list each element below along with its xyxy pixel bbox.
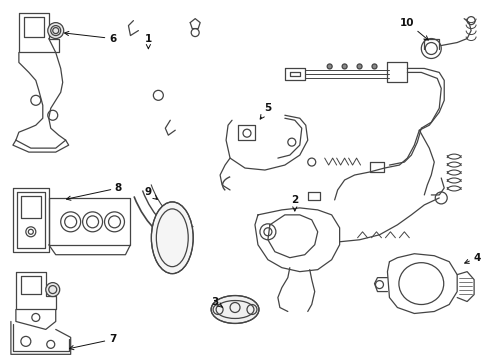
Ellipse shape xyxy=(211,296,259,323)
Text: 9: 9 xyxy=(145,187,157,199)
Circle shape xyxy=(48,23,64,39)
Text: 10: 10 xyxy=(400,18,428,40)
Text: 1: 1 xyxy=(145,33,152,49)
Circle shape xyxy=(357,64,362,69)
Text: 3: 3 xyxy=(212,297,222,307)
Text: 5: 5 xyxy=(260,103,271,119)
Ellipse shape xyxy=(151,202,193,274)
Text: 4: 4 xyxy=(465,253,481,264)
Circle shape xyxy=(46,283,60,297)
Circle shape xyxy=(372,64,377,69)
Circle shape xyxy=(327,64,332,69)
Text: 2: 2 xyxy=(291,195,298,211)
Circle shape xyxy=(342,64,347,69)
Text: 8: 8 xyxy=(67,183,122,200)
Text: 6: 6 xyxy=(65,31,116,44)
Text: 7: 7 xyxy=(70,334,116,350)
